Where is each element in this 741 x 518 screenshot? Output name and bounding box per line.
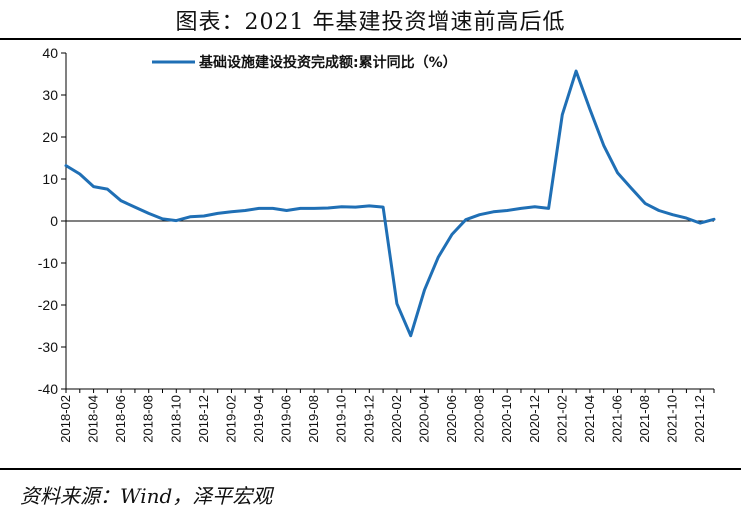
x-tick-label: 2020-08 [472,395,487,443]
x-tick-label: 2018-04 [86,395,101,443]
source-note: 资料来源：Wind，泽平宏观 [20,484,273,508]
legend-label: 基础设施建设投资完成额:累计同比（%） [199,54,457,71]
series-line [64,69,716,338]
figure-title: 图表：2021 年基建投资增速前高后低 [175,10,566,35]
x-tick-label: 2018-02 [58,395,73,443]
x-tick-label: 2019-12 [361,395,376,443]
x-tick-label: 2020-02 [389,395,404,443]
x-tick-label: 2019-06 [279,395,294,443]
x-tick-label: 2021-12 [692,395,707,443]
x-tick-label: 2019-04 [251,395,266,443]
x-tick-label: 2018-06 [113,395,128,443]
line-chart: -40 -30 -20 -10 0 10 20 30 40 2018-02 2018-04 2018… [38,45,716,443]
y-tick-label: 40 [42,45,58,61]
x-tick-label: 2018-12 [196,395,211,443]
y-tick-label: 0 [50,213,58,229]
x-tick-label: 2020-04 [416,395,431,443]
x-tick-label: 2019-08 [306,395,321,443]
x-tick-label: 2021-04 [582,395,597,443]
bottom-rule [0,468,741,470]
y-tick-label: -30 [38,339,58,355]
x-tick-label: 2019-02 [223,395,238,443]
x-tick-label: 2021-06 [609,395,624,443]
x-tick-label: 2019-10 [334,395,349,443]
x-tick-label: 2020-12 [527,395,542,443]
y-tick-label: -20 [38,297,58,313]
y-tick-label: 10 [42,171,58,187]
x-tick-label: 2021-02 [554,395,569,443]
x-tick-label: 2018-10 [168,395,183,443]
y-tick-label: -10 [38,255,58,271]
x-tick-label: 2020-06 [444,395,459,443]
y-tick-label: -40 [38,381,58,397]
x-tick-label: 2020-10 [499,395,514,443]
y-tick-label: 20 [42,129,58,145]
x-tick-label: 2021-10 [665,395,680,443]
x-tick-label: 2018-08 [141,395,156,443]
y-tick-label: 30 [42,87,58,103]
top-rule [0,38,741,40]
x-tick-label: 2021-08 [637,395,652,443]
